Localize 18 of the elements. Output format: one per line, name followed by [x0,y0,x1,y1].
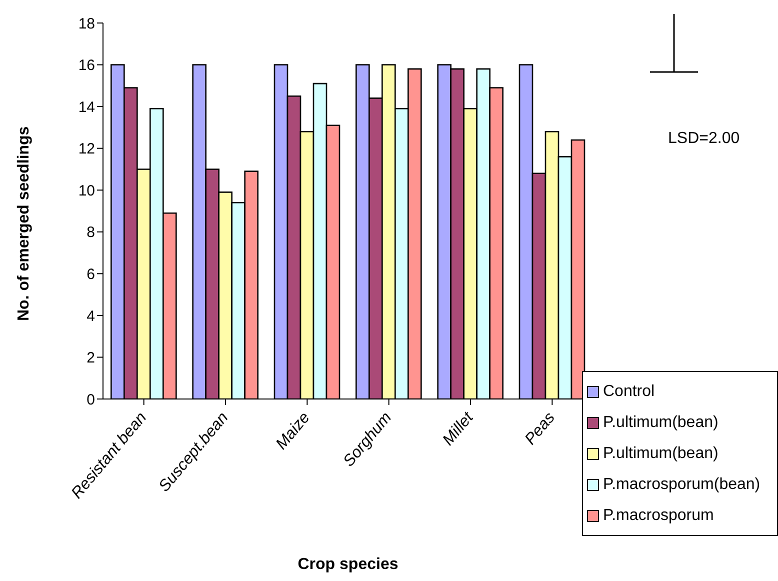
y-tick-label: 14 [78,98,95,116]
legend-label: Control [603,382,655,402]
legend-label: P.ultimum(bean) [603,444,718,464]
y-tick-label: 0 [86,391,95,408]
legend-label: P.ultimum(bean) [603,413,718,433]
y-tick-label: 12 [78,140,95,158]
y-tick-label: 18 [78,15,95,32]
legend-label: P.macrosporum [603,506,714,526]
y-axis-title: No. of emerged seedlings [16,126,33,321]
y-tick-label: 2 [86,350,95,367]
y-tick-label: 4 [86,308,95,325]
y-tick-label: 6 [86,266,95,283]
text: LSD=2.00 [668,130,740,148]
legend-label: P.macrosporum(bean) [603,475,760,495]
y-tick-label: 10 [78,182,95,200]
x-axis-title: Crop species [298,556,398,573]
y-tick-label: 16 [78,57,95,74]
y-tick-label: 8 [86,224,95,242]
